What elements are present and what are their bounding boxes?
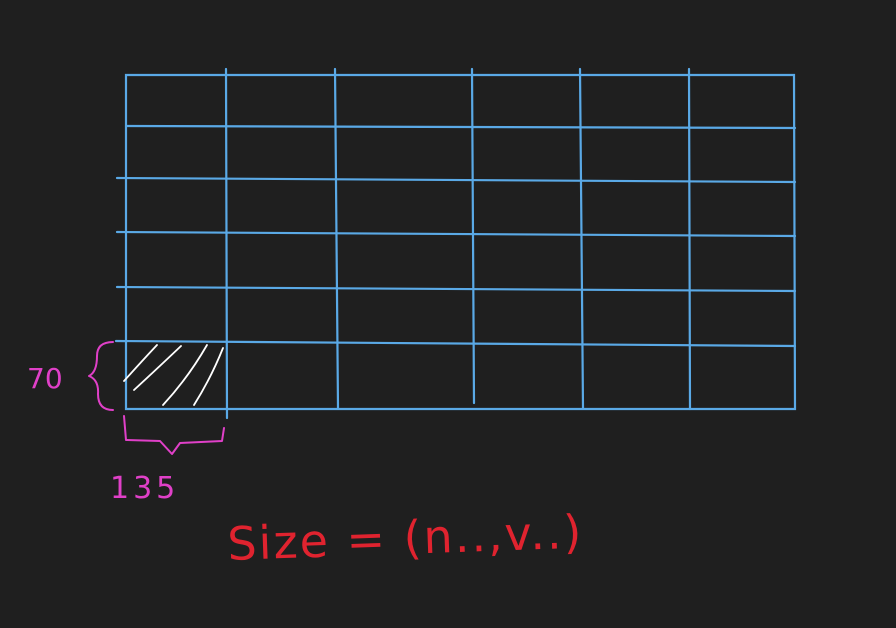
- grid-column-line: [333, 67, 340, 410]
- hatch-stroke: [193, 347, 224, 406]
- hatch-stroke: [133, 345, 182, 391]
- grid-row-line: [115, 176, 797, 184]
- grid-row-line: [115, 230, 797, 238]
- width-dimension: [123, 415, 225, 455]
- grid: [114, 67, 797, 420]
- grid-row-line: [115, 285, 797, 293]
- grid-column-line: [687, 67, 692, 411]
- size-formula: Size = (n..,v..): [226, 505, 584, 571]
- hatched-cell: [123, 344, 224, 406]
- grid-column-line: [224, 67, 229, 420]
- grid-border: [124, 73, 797, 411]
- height-brace: [88, 341, 114, 411]
- hatch-stroke: [123, 344, 158, 382]
- height-label: 70: [27, 362, 63, 395]
- height-dimension: [88, 341, 114, 411]
- width-brace: [123, 415, 225, 455]
- hatch-stroke: [162, 344, 208, 406]
- width-label: 135: [110, 471, 179, 506]
- grid-column-line: [578, 67, 585, 410]
- grid-column-line: [470, 67, 476, 405]
- grid-row-line: [124, 124, 797, 130]
- grid-row-line: [114, 339, 797, 348]
